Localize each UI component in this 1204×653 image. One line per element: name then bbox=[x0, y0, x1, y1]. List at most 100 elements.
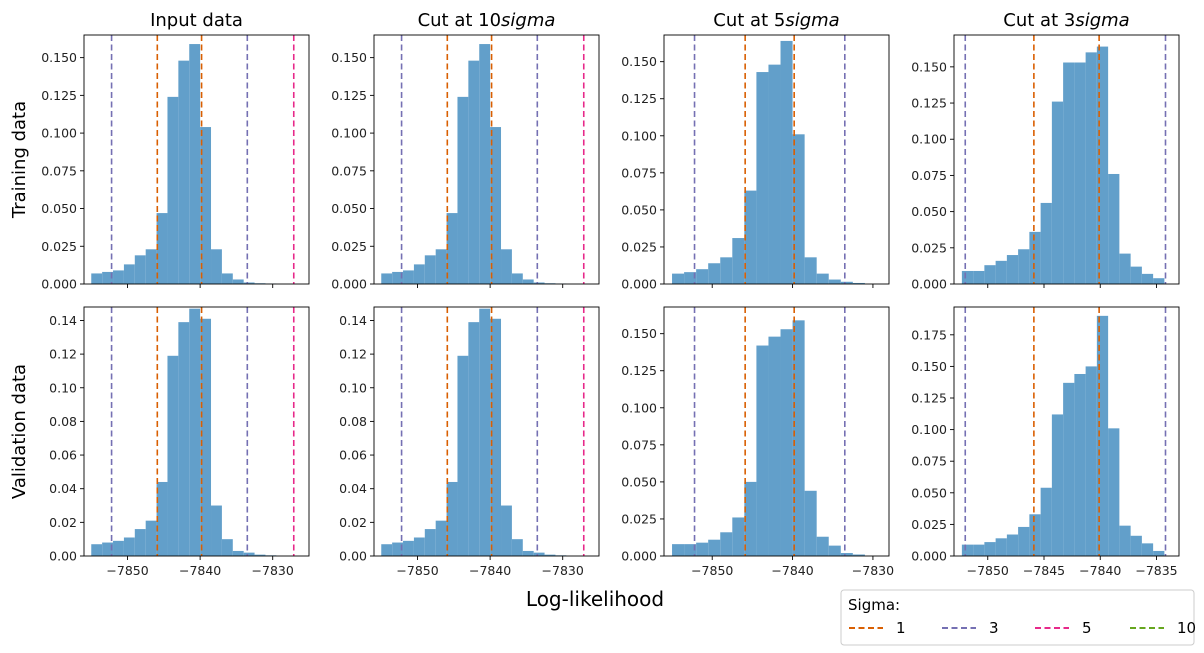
histogram-bar bbox=[1141, 543, 1154, 556]
histogram-bar bbox=[696, 542, 709, 556]
subplot-title: Cut at 5sigma bbox=[713, 10, 839, 31]
histogram-bar bbox=[243, 282, 255, 284]
histogram-bar bbox=[792, 320, 805, 556]
histogram-bar bbox=[1119, 253, 1131, 284]
histogram-bar bbox=[91, 544, 103, 556]
histogram-bar bbox=[102, 271, 114, 284]
y-tick-label: 0.000 bbox=[331, 277, 367, 292]
histogram-bar bbox=[1006, 255, 1019, 284]
histogram-bar bbox=[1051, 414, 1064, 556]
histogram-bar bbox=[961, 270, 974, 284]
histogram-bar bbox=[145, 249, 157, 284]
histogram-bar bbox=[211, 505, 222, 556]
y-tick-label: 0.075 bbox=[41, 163, 77, 178]
histogram-bars bbox=[672, 320, 865, 556]
sigma-lines bbox=[964, 307, 1167, 556]
y-tick-label: 0.125 bbox=[911, 391, 947, 406]
histogram-bar bbox=[732, 517, 745, 556]
histogram-bar bbox=[134, 529, 146, 556]
histogram-bar bbox=[828, 545, 841, 556]
legend-entry-label: 10 bbox=[1177, 619, 1196, 637]
histogram-bar bbox=[973, 544, 985, 556]
histogram-bar bbox=[732, 238, 745, 284]
y-tick-label: 0.125 bbox=[621, 91, 657, 106]
histogram-bar bbox=[1130, 266, 1142, 284]
y-tick-label: 0.175 bbox=[911, 327, 947, 342]
histogram-bar bbox=[1040, 202, 1052, 284]
subplot-title: Input data bbox=[150, 10, 243, 31]
histogram-bar bbox=[1074, 373, 1086, 556]
histogram-bar bbox=[804, 490, 817, 556]
histogram-bar bbox=[1085, 366, 1097, 556]
histogram-bar bbox=[211, 249, 222, 284]
histogram-bar bbox=[804, 257, 817, 284]
x-tick-label: −7850 bbox=[106, 563, 148, 578]
histogram-bars bbox=[381, 308, 567, 556]
histogram-bar bbox=[403, 540, 414, 556]
histogram-bar bbox=[501, 505, 512, 556]
x-tick-label: −7845 bbox=[1023, 563, 1065, 578]
histogram-bar bbox=[533, 282, 545, 284]
histogram-bar bbox=[1063, 62, 1075, 284]
histogram-bar bbox=[1040, 487, 1052, 556]
histogram-bar bbox=[435, 249, 447, 284]
histogram-bar bbox=[720, 532, 733, 556]
axes-frame bbox=[373, 306, 600, 557]
histogram-bar bbox=[113, 540, 124, 556]
x-tick-label: −7830 bbox=[542, 563, 584, 578]
histogram-bar bbox=[684, 544, 697, 556]
y-tick-label: 0.04 bbox=[49, 481, 77, 496]
histogram-bar bbox=[1018, 526, 1030, 556]
x-tick-label: −7830 bbox=[852, 563, 894, 578]
subplot-r0-c1: 0.000 0.025 0.050 0.075 0.100 0.125 0.150 Cut a… bbox=[331, 10, 600, 292]
y-tick-label: 0.075 bbox=[621, 165, 657, 180]
histogram-bar bbox=[392, 271, 404, 284]
histogram-bar bbox=[446, 481, 458, 556]
y-tick-label: 0.06 bbox=[339, 448, 367, 463]
y-tick-label: 0.100 bbox=[621, 400, 657, 415]
x-tick-label: −7840 bbox=[179, 563, 221, 578]
histogram-bar bbox=[961, 544, 974, 556]
histogram-bar bbox=[156, 481, 168, 556]
x-tick-label: −7840 bbox=[469, 563, 511, 578]
x-tick-label: −7840 bbox=[771, 563, 813, 578]
y-tick-label: 0.075 bbox=[621, 437, 657, 452]
y-tick-label: 0.100 bbox=[621, 128, 657, 143]
histogram-bar bbox=[816, 536, 829, 556]
sigma-lines bbox=[400, 35, 585, 284]
histogram-bar bbox=[1119, 525, 1131, 556]
histogram-bar bbox=[1085, 52, 1097, 284]
legend-title: Sigma: bbox=[848, 596, 900, 614]
histogram-bar bbox=[768, 336, 781, 556]
y-tick-label: 0.100 bbox=[911, 422, 947, 437]
axes-frame bbox=[663, 306, 890, 557]
histogram-bar bbox=[522, 279, 534, 284]
histogram-bar bbox=[840, 553, 853, 556]
axes-frame bbox=[83, 34, 310, 285]
histogram-bar bbox=[756, 345, 769, 556]
y-tick-label: 0.025 bbox=[41, 239, 77, 254]
histogram-bar bbox=[1006, 534, 1019, 556]
histogram-bar bbox=[756, 72, 769, 284]
histogram-bar bbox=[123, 264, 135, 284]
histogram-bar bbox=[468, 60, 480, 284]
histogram-bar bbox=[1096, 315, 1109, 556]
y-tick-label: 0.125 bbox=[41, 88, 77, 103]
histogram-bar bbox=[995, 260, 1007, 284]
y-tick-label: 0.025 bbox=[331, 239, 367, 254]
axes-frame bbox=[953, 34, 1180, 285]
axes-frame bbox=[83, 306, 310, 557]
y-tick-label: 0.000 bbox=[621, 277, 657, 292]
subplot-r0-c2: 0.000 0.025 0.050 0.075 0.100 0.125 0.150 Cut a… bbox=[621, 10, 890, 292]
sigma-lines bbox=[400, 307, 585, 556]
histogram-bar bbox=[973, 270, 985, 284]
y-tick-label: 0.125 bbox=[621, 363, 657, 378]
y-tick-label: 0.125 bbox=[331, 88, 367, 103]
panel-grid: 0.000 0.025 0.050 0.075 0.100 0.125 0.150 Input… bbox=[9, 10, 1180, 578]
y-tick-label: 0.12 bbox=[339, 347, 367, 362]
histogram-bar bbox=[995, 538, 1007, 556]
subplot-r1-c1: 0.00 0.02 0.04 0.06 0.08 0.10 0.12 0.14 −7850 −78… bbox=[339, 306, 600, 578]
histogram-bar bbox=[243, 552, 255, 556]
legend-entry-label: 1 bbox=[896, 619, 906, 637]
